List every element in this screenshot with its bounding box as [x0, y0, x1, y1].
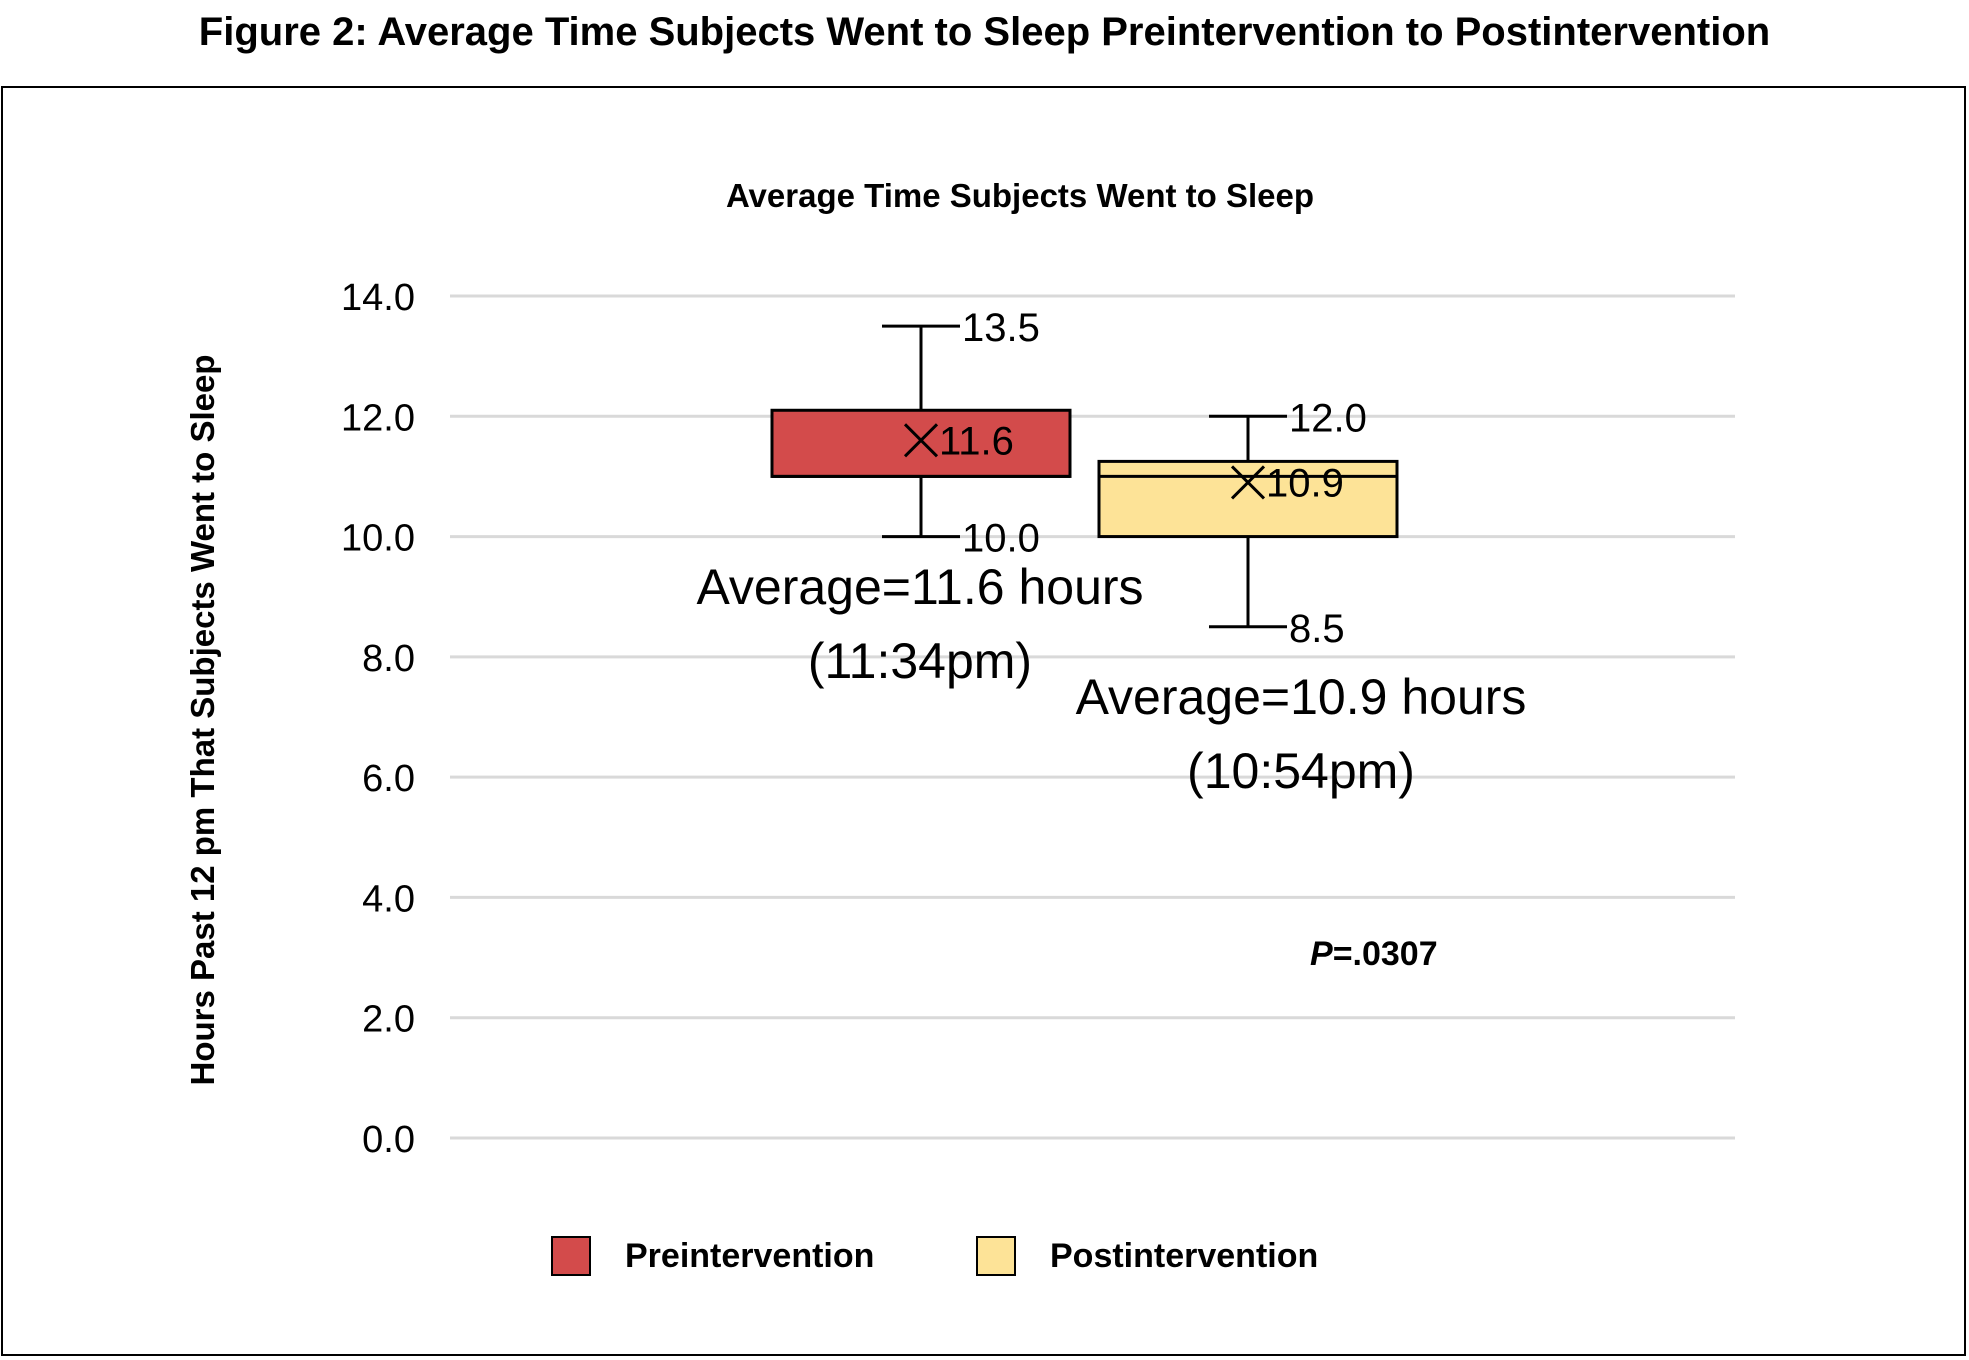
average-annotation: Average=10.9 hours: [1076, 669, 1527, 725]
mean-marker: [1230, 465, 1266, 500]
legend-label-postintervention: Postintervention: [1050, 1236, 1319, 1275]
p-value-text: =.0307: [1333, 935, 1438, 973]
legend-swatch-preintervention: [551, 1236, 591, 1276]
y-tick-label: 8.0: [362, 638, 415, 680]
legend-item-postintervention: Postintervention: [976, 1233, 1318, 1279]
box-postintervention: 10.9 12.0 8.5: [1097, 396, 1399, 651]
annotations: Average=11.6 hours (11:34pm) Average=10.9 …: [696, 559, 1526, 799]
mean-marker: [903, 423, 939, 458]
mean-data-label: 10.9: [1266, 461, 1344, 505]
y-tick-label: 14.0: [341, 277, 415, 319]
box-preintervention: 11.6 13.5 10.0: [770, 306, 1072, 561]
y-tick-label: 4.0: [362, 878, 415, 920]
legend-swatch-postintervention: [976, 1236, 1016, 1276]
chart-frame: [1, 86, 1966, 1356]
mean-data-label: 11.6: [939, 419, 1014, 463]
y-tick-label: 0.0: [362, 1119, 415, 1161]
y-tick-label: 2.0: [362, 999, 415, 1041]
iqr-box: [770, 408, 1072, 478]
y-axis-label: Hours Past 12 pm That Subjects Went to S…: [184, 354, 221, 1085]
figure-title: Figure 2: Average Time Subjects Went to …: [198, 10, 1771, 54]
y-tick-label: 12.0: [341, 397, 415, 439]
average-annotation: (11:34pm): [808, 633, 1032, 689]
min-data-label: 8.5: [1289, 607, 1345, 651]
average-annotation: (10:54pm): [1187, 743, 1415, 799]
y-tick-label: 10.0: [341, 518, 415, 560]
p-value-prefix: P: [1310, 935, 1333, 973]
y-tick-labels: 0.0 2.0 4.0 6.0 8.0 10.0 12.0 14.0: [341, 277, 415, 1161]
max-data-label: 12.0: [1289, 396, 1367, 440]
y-tick-label: 6.0: [362, 758, 415, 800]
chart-title: Average Time Subjects Went to Sleep: [726, 177, 1314, 214]
min-data-label: 10.0: [962, 517, 1040, 561]
average-annotation: Average=11.6 hours: [696, 559, 1143, 615]
legend-label-preintervention: Preintervention: [625, 1236, 875, 1275]
legend-item-preintervention: Preintervention: [551, 1233, 874, 1279]
grid-lines: [450, 294, 1735, 1140]
boxes: 11.6 13.5 10.0 10.9 12.0 8.5: [770, 306, 1399, 651]
iqr-box: [1097, 459, 1399, 539]
p-value-label: P=.0307: [1310, 935, 1438, 973]
max-data-label: 13.5: [962, 306, 1040, 350]
